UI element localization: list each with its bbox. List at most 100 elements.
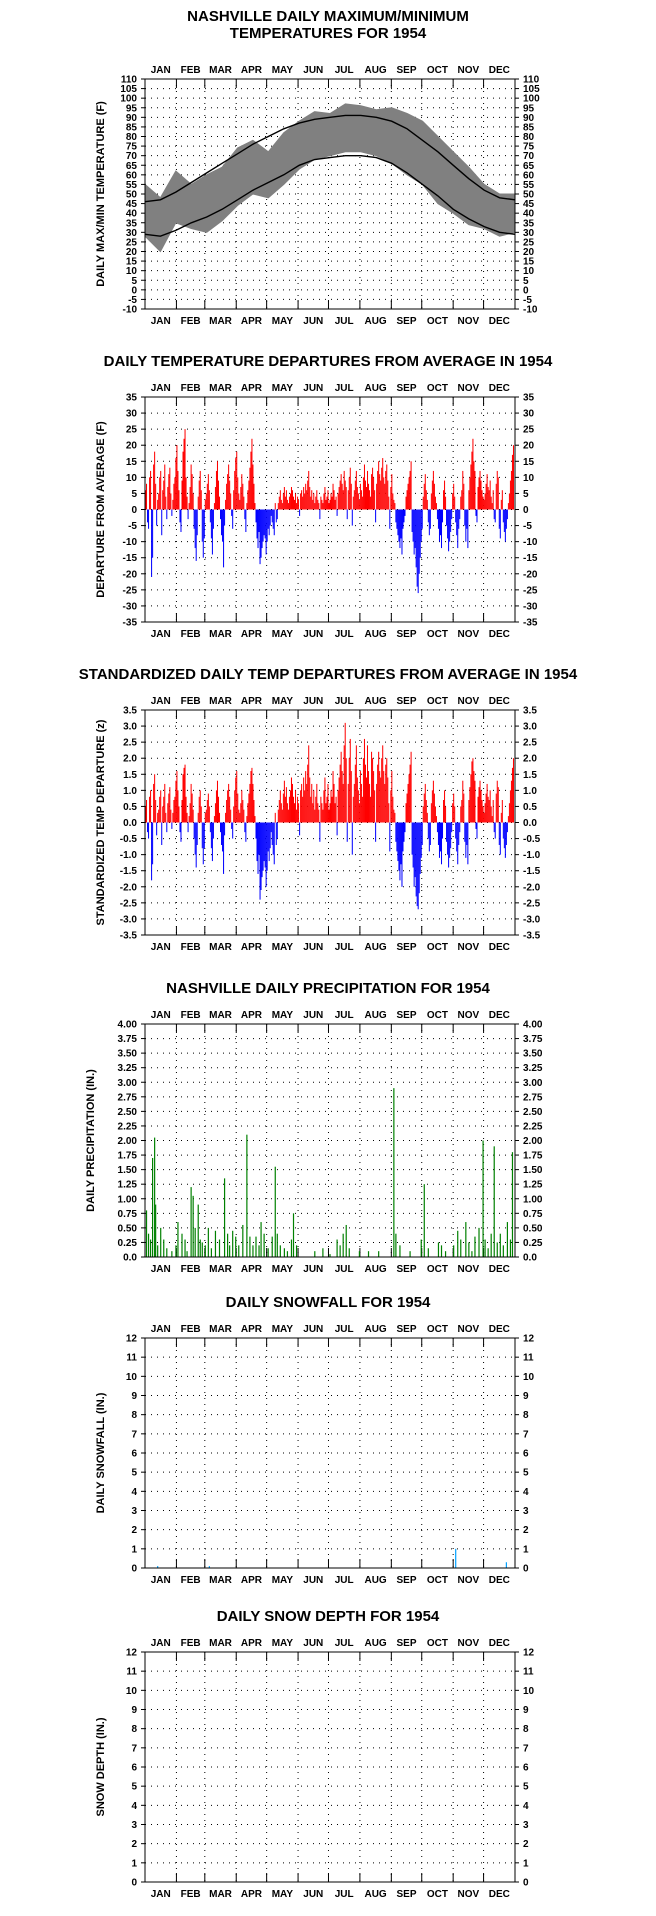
chart-title-snowdepth: DAILY SNOW DEPTH FOR 1954 bbox=[216, 1608, 440, 1625]
y-tick-label-left: 90 bbox=[126, 113, 138, 124]
month-label-bottom: JUN bbox=[303, 1889, 323, 1900]
month-label-bottom: MAY bbox=[272, 1575, 294, 1586]
y-tick-label-right: 9 bbox=[523, 1391, 529, 1402]
month-label-bottom: JUL bbox=[335, 1264, 354, 1275]
snowfall-chart: JAN JAN FEB FEB MAR MAR APR APR MAY MAY JUN JUN JUL J… bbox=[95, 1324, 535, 1586]
month-label-bottom: DEC bbox=[489, 1889, 510, 1900]
month-label-top: FEB bbox=[181, 383, 201, 394]
month-label-bottom: JUL bbox=[335, 1575, 354, 1586]
month-label-top: JUL bbox=[335, 1010, 354, 1021]
month-label-top: JAN bbox=[151, 65, 171, 76]
month-label-top: NOV bbox=[458, 383, 480, 394]
chart-title-snowfall: DAILY SNOWFALL FOR 1954 bbox=[225, 1294, 431, 1311]
y-tick-label-left: 80 bbox=[126, 132, 138, 143]
y-tick-label-right: 10 bbox=[523, 473, 535, 484]
y-tick-label-right: 6 bbox=[523, 1763, 529, 1774]
y-tick-label-left: 10 bbox=[126, 473, 138, 484]
y-tick-label-right: 90 bbox=[523, 113, 535, 124]
y-tick-label-right: 0.5 bbox=[523, 802, 537, 813]
month-label-top: SEP bbox=[397, 1010, 417, 1021]
y-tick-label-right: 0.0 bbox=[523, 818, 537, 829]
y-tick-label-left: -5 bbox=[128, 521, 137, 532]
y-tick-label-left: 5 bbox=[131, 1782, 137, 1793]
y-tick-label-left: 2.50 bbox=[118, 1107, 138, 1118]
y-tick-label-right: 1.25 bbox=[523, 1180, 543, 1191]
month-label-top: NOV bbox=[458, 1010, 480, 1021]
month-label-top: MAY bbox=[272, 65, 294, 76]
plot-border bbox=[144, 709, 516, 936]
y-tick-label-left: 6 bbox=[131, 1763, 137, 1774]
y-tick-label-right: 70 bbox=[523, 151, 535, 162]
y-tick-label-right: -20 bbox=[523, 569, 538, 580]
y-tick-label-right: -3.5 bbox=[523, 931, 541, 942]
y-tick-label-left: 55 bbox=[126, 180, 138, 191]
month-label-bottom: FEB bbox=[181, 1889, 201, 1900]
y-tick-label-right: 15 bbox=[523, 457, 535, 468]
month-label-top: OCT bbox=[427, 383, 448, 394]
y-tick-label-left: 0 bbox=[131, 1564, 137, 1575]
month-label-bottom: APR bbox=[241, 942, 263, 953]
month-label-bottom: NOV bbox=[458, 1889, 480, 1900]
month-label-bottom: JAN bbox=[151, 942, 171, 953]
month-label-bottom: NOV bbox=[458, 1264, 480, 1275]
y-tick-label-left: 12 bbox=[126, 1648, 138, 1659]
month-label-top: APR bbox=[241, 1324, 263, 1335]
y-tick-label-right: 2.5 bbox=[523, 738, 537, 749]
y-tick-label-right: -10 bbox=[523, 305, 538, 316]
month-label-bottom: JUN bbox=[303, 1575, 323, 1586]
y-tick-label-left: 3.75 bbox=[118, 1034, 138, 1045]
y-tick-label-left: 6 bbox=[131, 1449, 137, 1460]
y-tick-label-right: 5 bbox=[523, 276, 529, 287]
month-label-top: SEP bbox=[397, 696, 417, 707]
month-label-bottom: SEP bbox=[397, 1575, 417, 1586]
month-label-bottom: DEC bbox=[489, 1264, 510, 1275]
y-tick-label-left: 45 bbox=[126, 199, 138, 210]
y-tick-label-right: 40 bbox=[523, 209, 535, 220]
y-tick-label-right: 7 bbox=[523, 1429, 529, 1440]
month-label-top: JUL bbox=[335, 1638, 354, 1649]
y-tick-label-left: -3.5 bbox=[120, 931, 138, 942]
y-tick-label-right: 20 bbox=[523, 247, 535, 258]
y-tick-label-right: 11 bbox=[523, 1353, 534, 1364]
month-label-bottom: NOV bbox=[458, 316, 480, 327]
y-tick-label-left: -2.5 bbox=[120, 898, 138, 909]
month-label-bottom: FEB bbox=[181, 1264, 201, 1275]
y-tick-label-left: 1.0 bbox=[123, 786, 137, 797]
y-tick-label-left: 0 bbox=[131, 1878, 137, 1889]
y-tick-label-right: 8 bbox=[523, 1724, 529, 1735]
observed-temperature-range bbox=[144, 103, 516, 253]
month-label-bottom: JAN bbox=[151, 1889, 171, 1900]
y-tick-label-right: 55 bbox=[523, 180, 535, 191]
month-label-bottom: DEC bbox=[489, 316, 510, 327]
y-tick-label-left: 0.5 bbox=[123, 802, 137, 813]
month-label-bottom: MAR bbox=[209, 1575, 233, 1586]
y-tick-label-right: 1.0 bbox=[523, 786, 537, 797]
month-label-top: JUL bbox=[335, 696, 354, 707]
y-tick-label-right: 8 bbox=[523, 1410, 529, 1421]
month-label-top: OCT bbox=[427, 65, 448, 76]
month-label-top: JAN bbox=[151, 383, 171, 394]
month-label-top: JUN bbox=[303, 65, 323, 76]
month-label-bottom: AUG bbox=[364, 942, 386, 953]
y-tick-label-left: 3.25 bbox=[118, 1063, 138, 1074]
month-label-top: JUN bbox=[303, 1324, 323, 1335]
month-label-top: SEP bbox=[397, 1324, 417, 1335]
y-tick-label-right: 10 bbox=[523, 1686, 535, 1697]
month-label-bottom: JUN bbox=[303, 629, 323, 640]
y-tick-label-left: 1.50 bbox=[118, 1165, 138, 1176]
month-label-bottom: DEC bbox=[489, 942, 510, 953]
y-tick-label-left: -10 bbox=[123, 537, 138, 548]
y-tick-label-left: 4.00 bbox=[118, 1020, 138, 1031]
month-label-bottom: MAR bbox=[209, 629, 233, 640]
y-tick-label-right: 2.25 bbox=[523, 1121, 543, 1132]
month-label-top: MAY bbox=[272, 1010, 294, 1021]
y-tick-label-right: 45 bbox=[523, 199, 535, 210]
y-tick-label-left: 50 bbox=[126, 190, 138, 201]
y-tick-label-left: 2.25 bbox=[118, 1121, 138, 1132]
month-label-bottom: JAN bbox=[151, 316, 171, 327]
y-tick-label-right: 60 bbox=[523, 170, 535, 181]
month-label-top: AUG bbox=[364, 65, 386, 76]
month-label-bottom: MAY bbox=[272, 629, 294, 640]
y-tick-label-left: 2.5 bbox=[123, 738, 137, 749]
month-label-bottom: MAR bbox=[209, 1264, 233, 1275]
